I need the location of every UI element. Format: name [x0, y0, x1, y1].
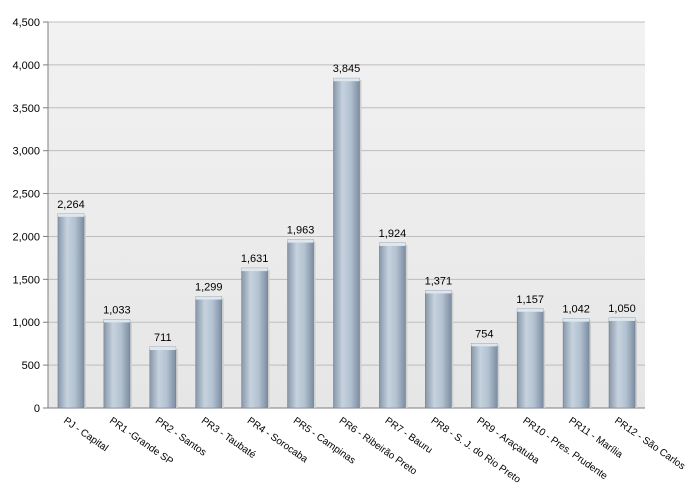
bar-body — [333, 77, 360, 409]
bar-top — [425, 290, 452, 294]
data-label: 1,631 — [241, 253, 269, 265]
bar-top — [103, 319, 130, 323]
bar-body — [379, 242, 406, 409]
bar — [287, 239, 316, 409]
data-label: 1,299 — [195, 282, 223, 294]
data-label: 711 — [154, 332, 172, 344]
data-label: 1,033 — [103, 304, 131, 316]
bar-body — [562, 318, 590, 409]
data-label: 754 — [475, 328, 493, 340]
bar-top — [517, 308, 544, 312]
bar-body — [57, 213, 85, 409]
bar — [241, 267, 270, 409]
y-tick-label: 1,500 — [12, 274, 40, 286]
bar-top — [563, 318, 590, 322]
y-tick-label: 4,000 — [12, 60, 40, 72]
y-tick-label: 4,500 — [12, 17, 40, 29]
data-label: 1,963 — [287, 225, 315, 237]
bar — [562, 318, 592, 409]
bar-body — [516, 308, 544, 409]
bar — [608, 317, 638, 409]
category-label: PJ - Capital — [61, 415, 110, 454]
bar-top — [149, 347, 176, 351]
category-label: PR8 - S. J. do Rio Preto — [429, 415, 523, 485]
bar-top — [57, 213, 84, 217]
bar-body — [608, 317, 636, 409]
bar-top — [287, 239, 314, 243]
bar-top — [241, 268, 268, 272]
bar-top — [195, 296, 222, 300]
y-tick-label: 3,000 — [12, 146, 40, 158]
bar — [149, 346, 178, 409]
bar — [57, 213, 86, 409]
data-label: 1,157 — [516, 294, 544, 306]
bar-body — [470, 343, 498, 409]
bar-top — [471, 343, 498, 347]
data-label: 1,042 — [562, 304, 590, 316]
bar-body — [195, 296, 223, 409]
y-tick-label: 1,000 — [12, 317, 40, 329]
bar-body — [287, 239, 314, 409]
bar — [333, 77, 362, 409]
y-tick-label: 500 — [22, 360, 40, 372]
y-tick-label: 2,000 — [12, 231, 40, 243]
bar-top — [609, 317, 636, 321]
bar-body — [103, 319, 131, 409]
y-tick-label: 3,500 — [12, 103, 40, 115]
y-axis-ticks: 0 500 1,000 1,500 2,000 2,500 3,000 3,500 4,000 4… — [12, 17, 40, 415]
bar-body — [241, 267, 268, 409]
bar-top — [333, 78, 360, 82]
bars — [57, 77, 638, 409]
data-labels: 2,264 1,033 711 1,299 1,631 1,963 3,845 1,924 1,… — [57, 63, 636, 344]
category-label: PR10 - Pres. Prudente — [520, 415, 609, 482]
data-label: 1,371 — [425, 275, 453, 287]
bar — [103, 319, 132, 409]
data-label: 1,924 — [379, 228, 407, 240]
category-label: PR12 - São Carlos — [612, 415, 687, 472]
bar — [470, 343, 500, 409]
data-label: 2,264 — [57, 199, 85, 211]
bar — [195, 296, 224, 409]
bar — [516, 308, 546, 409]
y-tick-label: 2,500 — [12, 189, 40, 201]
bar — [379, 242, 408, 409]
category-label: PR6 - Ribeirão Preto — [337, 415, 419, 477]
bar — [425, 290, 454, 409]
bar-top — [379, 242, 406, 246]
data-label: 3,845 — [333, 63, 361, 75]
y-tick-label: 0 — [34, 403, 40, 415]
data-label: 1,050 — [608, 303, 636, 315]
bar-body — [425, 290, 452, 409]
bar-body — [149, 346, 177, 409]
